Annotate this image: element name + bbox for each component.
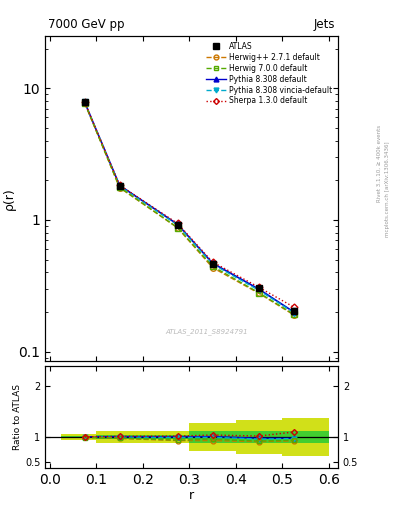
Text: mcplots.cern.ch [arXiv:1306.3436]: mcplots.cern.ch [arXiv:1306.3436] (385, 142, 389, 237)
Text: Jets: Jets (314, 18, 335, 31)
Text: ATLAS_2011_S8924791: ATLAS_2011_S8924791 (165, 328, 248, 335)
Y-axis label: ρ(r): ρ(r) (3, 187, 16, 210)
Y-axis label: Ratio to ATLAS: Ratio to ATLAS (13, 385, 22, 450)
Text: 7000 GeV pp: 7000 GeV pp (48, 18, 125, 31)
Legend: ATLAS, Herwig++ 2.7.1 default, Herwig 7.0.0 default, Pythia 8.308 default, Pythi: ATLAS, Herwig++ 2.7.1 default, Herwig 7.… (204, 39, 334, 108)
Text: Rivet 3.1.10, ≥ 400k events: Rivet 3.1.10, ≥ 400k events (377, 125, 382, 202)
X-axis label: r: r (189, 489, 194, 502)
